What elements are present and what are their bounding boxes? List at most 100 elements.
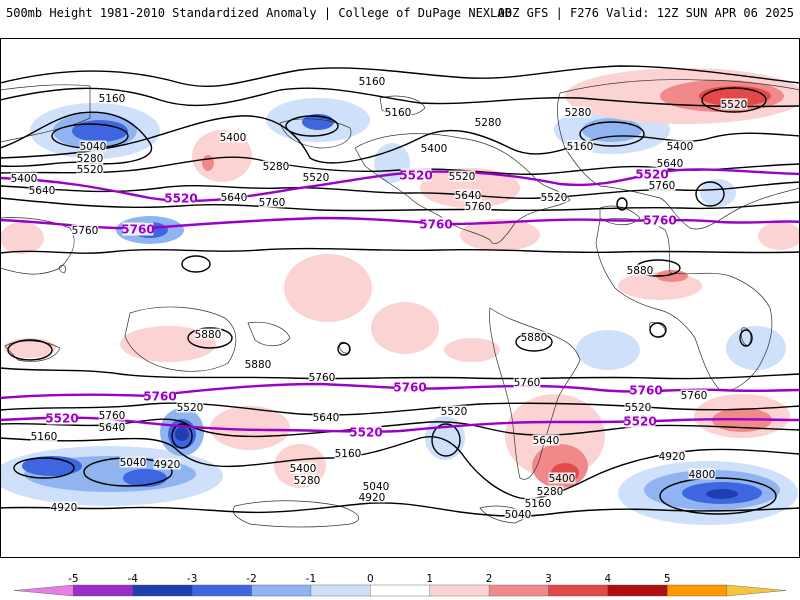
contour-label-bg — [624, 401, 652, 413]
contour-label: 5520 — [541, 192, 568, 204]
colorbar-tick-label: 2 — [486, 573, 493, 585]
climatology-label: 5760 — [143, 390, 176, 404]
contour-label: 5640 — [29, 185, 56, 197]
contour-label-bg — [98, 92, 126, 104]
contour-label: 5280 — [565, 107, 592, 119]
climatology-label-bg — [624, 414, 656, 428]
contour-label-bg — [302, 171, 330, 183]
contour-label: 5760 — [649, 180, 676, 192]
climatology-label: 5520 — [635, 168, 668, 182]
contour-label: 5880 — [521, 332, 548, 344]
climatology-label: 5760 — [643, 214, 676, 228]
contour-label: 5640 — [533, 435, 560, 447]
contour-label: 5760 — [465, 201, 492, 213]
colorbar-tick-label: 5 — [664, 573, 671, 585]
contour-label: 5280 — [77, 153, 104, 165]
contour-label-bg — [262, 160, 290, 172]
contour-label-bg — [540, 191, 568, 203]
contour-label: 5280 — [475, 117, 502, 129]
contour-label-bg — [448, 170, 476, 182]
contour-label-bg — [153, 458, 181, 470]
contour-label: 5520 — [303, 172, 330, 184]
climatology-label-bg — [122, 222, 154, 236]
contour-label: 5760 — [681, 390, 708, 402]
colorbar-tick-label: 3 — [545, 573, 552, 585]
contour-label: 5640 — [313, 412, 340, 424]
contour-label-bg — [28, 184, 56, 196]
contour-label-bg — [656, 157, 684, 169]
climatology-label: 5760 — [629, 384, 662, 398]
climatology-label: 5520 — [399, 169, 432, 183]
contour-label-bg — [666, 140, 694, 152]
contour-label-bg — [520, 331, 548, 343]
contour-label: 4920 — [659, 451, 686, 463]
contour-label: 5160 — [525, 498, 552, 510]
colorbar-swatch — [73, 584, 134, 597]
climatology-label-bg — [400, 168, 432, 182]
contour-label-bg — [98, 409, 126, 421]
contour-label: 5160 — [31, 431, 58, 443]
colorbar-swatch — [13, 584, 74, 597]
contour-label-bg — [219, 131, 247, 143]
contour-label-bg — [98, 421, 126, 433]
contour-label-bg — [440, 405, 468, 417]
colorbar-swatch — [429, 584, 490, 597]
colorbar-swatch — [726, 584, 787, 597]
colorbar-swatch — [667, 584, 728, 597]
contour-label: 5400 — [290, 463, 317, 475]
contour-label: 5040 — [505, 509, 532, 521]
contour-label: 5760 — [309, 372, 336, 384]
contour-label-bg — [626, 264, 654, 276]
climatology-label-bg — [420, 217, 452, 231]
colorbar-swatch — [191, 584, 253, 597]
colorbar-swatch — [132, 584, 193, 597]
colorbar-swatch — [607, 584, 668, 597]
contour-label: 5520 — [449, 171, 476, 183]
contour-label-bg — [71, 224, 99, 236]
contour-label: 5040 — [120, 457, 147, 469]
contour-label: 5160 — [567, 141, 594, 153]
contour-label-bg — [474, 116, 502, 128]
climatology-label-bg — [394, 380, 426, 394]
climatology-label: 5520 — [349, 426, 382, 440]
colorbar-tick-label: 1 — [426, 573, 433, 585]
contour-label-bg — [524, 497, 552, 509]
contour-label: 5400 — [549, 473, 576, 485]
contour-label: 5880 — [245, 359, 272, 371]
contour-label: 5760 — [99, 410, 126, 422]
contour-label-bg — [244, 358, 272, 370]
model-run-info: 00Z GFS | F276 Valid: 12Z SUN APR 06 202… — [497, 6, 794, 20]
contour-label: 5400 — [421, 143, 448, 155]
contour-label: 5280 — [263, 161, 290, 173]
contour-label-bg — [688, 468, 716, 480]
contour-label-bg — [289, 462, 317, 474]
contour-label: 5400 — [667, 141, 694, 153]
contour-label: 5880 — [627, 265, 654, 277]
contour-label-bg — [548, 472, 576, 484]
climatology-label: 5520 — [164, 192, 197, 206]
climatology-label-bg — [630, 383, 662, 397]
contour-label-bg — [566, 140, 594, 152]
contour-label-bg — [312, 411, 340, 423]
contour-label-bg — [358, 75, 386, 87]
contour-label-bg — [334, 447, 362, 459]
anomaly-map[interactable]: 5160504052805520540056405760540052805520… — [0, 38, 800, 558]
contour-label-bg — [536, 485, 564, 497]
contour-label-bg — [564, 106, 592, 118]
contour-label: 4920 — [51, 502, 78, 514]
contour-label: 5640 — [455, 190, 482, 202]
contour-label-bg — [358, 491, 386, 503]
contour-label-bg — [532, 434, 560, 446]
colorbar-tick-label: -5 — [68, 573, 78, 585]
coastlines — [0, 79, 800, 528]
contour-label-bg — [680, 389, 708, 401]
contour-label: 5640 — [657, 158, 684, 170]
contour-label-bg — [648, 179, 676, 191]
contour-label: 5280 — [294, 475, 321, 487]
contour-label-bg — [220, 191, 248, 203]
contour-label: 5280 — [537, 486, 564, 498]
contour-label: 5040 — [80, 141, 107, 153]
climatology-label: 5520 — [45, 412, 78, 426]
colorbar-ticks: -5 -4 -3 -2 -1 0 1 2 3 4 5 — [68, 573, 670, 585]
contour-label: 5040 — [363, 481, 390, 493]
